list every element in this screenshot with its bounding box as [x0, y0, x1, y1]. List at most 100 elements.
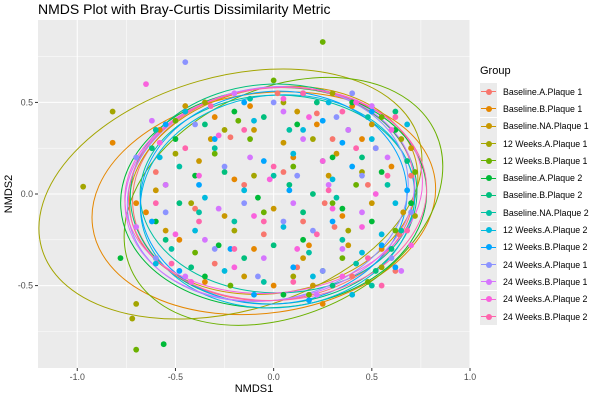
- data-point: [260, 218, 267, 225]
- legend-key: [480, 100, 497, 118]
- data-point: [378, 264, 385, 271]
- data-point: [152, 260, 159, 267]
- data-point: [231, 218, 238, 225]
- data-point: [156, 139, 163, 146]
- data-point: [290, 273, 297, 280]
- data-point: [215, 205, 222, 212]
- legend-key-dot: [485, 192, 492, 199]
- data-point: [215, 242, 222, 249]
- data-point: [384, 181, 391, 188]
- data-point: [339, 236, 346, 243]
- legend-label: 12 Weeks.A.Plaque 2: [503, 225, 588, 236]
- data-point: [211, 150, 218, 157]
- data-point: [313, 291, 320, 298]
- data-point: [313, 110, 320, 117]
- data-point: [270, 172, 277, 179]
- data-point: [353, 145, 360, 152]
- data-point: [162, 121, 169, 128]
- data-point: [133, 300, 140, 307]
- data-point: [176, 163, 183, 170]
- x-tick-label: 0.5: [366, 372, 378, 382]
- data-point: [378, 169, 385, 175]
- data-point: [325, 172, 332, 179]
- grid-lines: [38, 20, 471, 368]
- legend-item: Baseline.NA.Plaque 2: [480, 204, 598, 222]
- legend-key-dot: [485, 244, 492, 251]
- data-point: [300, 218, 306, 225]
- data-point: [372, 268, 379, 274]
- data-point: [241, 187, 248, 194]
- data-point: [368, 108, 375, 115]
- data-point: [333, 150, 340, 157]
- data-point: [306, 297, 312, 304]
- data-point: [306, 249, 312, 256]
- data-point: [192, 205, 198, 212]
- data-point: [329, 90, 336, 97]
- legend-label: 24 Weeks.A.Plaque 2: [503, 294, 588, 305]
- data-point: [388, 246, 395, 252]
- data-point: [339, 108, 346, 115]
- data-point: [286, 187, 293, 194]
- data-point: [408, 172, 414, 179]
- data-point: [398, 136, 405, 142]
- data-point: [221, 126, 228, 133]
- data-point: [408, 209, 414, 216]
- data-point: [321, 200, 328, 207]
- data-point: [319, 300, 326, 307]
- data-point: [192, 121, 198, 128]
- data-point: [255, 273, 261, 280]
- legend-key-dot: [485, 88, 492, 95]
- data-point: [329, 282, 336, 289]
- data-point: [392, 200, 399, 207]
- data-point: [162, 181, 169, 188]
- data-point: [378, 231, 385, 238]
- legend-item: Baseline.A.Plaque 1: [480, 83, 598, 101]
- data-point: [274, 90, 281, 97]
- data-point: [290, 163, 297, 170]
- data-point: [408, 145, 414, 152]
- data-point: [188, 264, 195, 271]
- data-point: [306, 291, 312, 298]
- data-point: [408, 200, 414, 207]
- data-point: [196, 181, 202, 188]
- data-point: [133, 154, 140, 161]
- data-point: [378, 242, 385, 249]
- data-point: [231, 227, 238, 234]
- data-point: [251, 172, 257, 179]
- data-point: [172, 150, 179, 157]
- data-point: [306, 114, 312, 120]
- data-point: [388, 255, 395, 262]
- legend-key-dot: [485, 105, 492, 112]
- data-point: [227, 282, 234, 289]
- data-point: [359, 172, 365, 179]
- data-point: [202, 194, 208, 201]
- data-point: [270, 77, 277, 84]
- data-point: [392, 264, 399, 271]
- data-point: [211, 136, 218, 142]
- data-point: [192, 227, 198, 234]
- data-point: [388, 126, 395, 133]
- data-point: [260, 158, 267, 164]
- data-point: [368, 218, 375, 225]
- data-point: [162, 209, 169, 216]
- data-point: [339, 213, 346, 219]
- data-point: [182, 108, 189, 115]
- data-point: [280, 139, 287, 146]
- legend-key-dot: [485, 261, 492, 268]
- y-axis-title: NMDS2: [3, 175, 15, 214]
- data-points: [80, 39, 418, 353]
- legend-item: Baseline.NA.Plaque 1: [480, 117, 598, 135]
- legend-items: Baseline.A.Plaque 1 Baseline.B.Plaque 1 Ba…: [480, 83, 598, 325]
- axis-ticks: -1.0 -0.5 0.0 0.5 1.0 -0.5 0.0 0.5: [18, 97, 476, 382]
- data-point: [215, 132, 222, 139]
- x-tick-label: -1.0: [70, 372, 85, 382]
- data-point: [359, 224, 365, 230]
- data-point: [133, 200, 140, 207]
- ellipse: [128, 87, 428, 301]
- data-point: [247, 136, 253, 142]
- data-point: [188, 279, 195, 285]
- legend-label: 24 Weeks.A.Plaque 1: [503, 259, 588, 270]
- data-point: [388, 163, 395, 170]
- legend-item: 24 Weeks.B.Plaque 1: [480, 273, 598, 291]
